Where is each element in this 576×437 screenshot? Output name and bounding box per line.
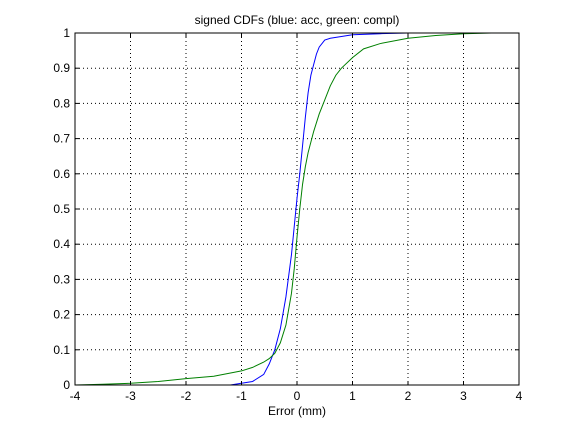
y-tick-label: 1 — [63, 26, 70, 40]
ticks — [74, 32, 520, 386]
series-line-1 — [74, 32, 492, 386]
x-tick-label: 4 — [516, 389, 523, 403]
x-tick-label: 0 — [294, 389, 301, 403]
x-tick-label: -4 — [70, 389, 81, 403]
x-tick-label: -1 — [236, 389, 247, 403]
y-tick-label: 0.2 — [53, 308, 70, 322]
x-tick-label: 3 — [460, 389, 467, 403]
grid — [75, 33, 519, 385]
x-tick-label: 2 — [405, 389, 412, 403]
y-tick-label: 0 — [63, 378, 70, 392]
series-layer — [74, 32, 492, 386]
y-tick-label: 0.5 — [53, 202, 70, 216]
series-line-0 — [75, 32, 492, 386]
y-tick-label: 0.7 — [53, 132, 70, 146]
y-tick-label: 0.6 — [53, 167, 70, 181]
y-tick-label: 0.9 — [53, 61, 70, 75]
y-tick-label: 0.1 — [53, 343, 70, 357]
x-axis-label: Error (mm) — [268, 404, 326, 418]
x-tick-label: -2 — [181, 389, 192, 403]
tick-labels: -4 -3 -2 -1 0 1 2 3 4 0 0.1 0.2 0.3 0.4 0.5 0.6 0.7 0.8 0.… — [53, 26, 522, 403]
x-tick-label: 1 — [349, 389, 356, 403]
chart-title: signed CDFs (blue: acc, green: compl) — [195, 13, 400, 27]
y-tick-label: 0.3 — [53, 272, 70, 286]
y-tick-label: 0.8 — [53, 96, 70, 110]
y-tick-label: 0.4 — [53, 237, 70, 251]
x-tick-label: -3 — [125, 389, 136, 403]
